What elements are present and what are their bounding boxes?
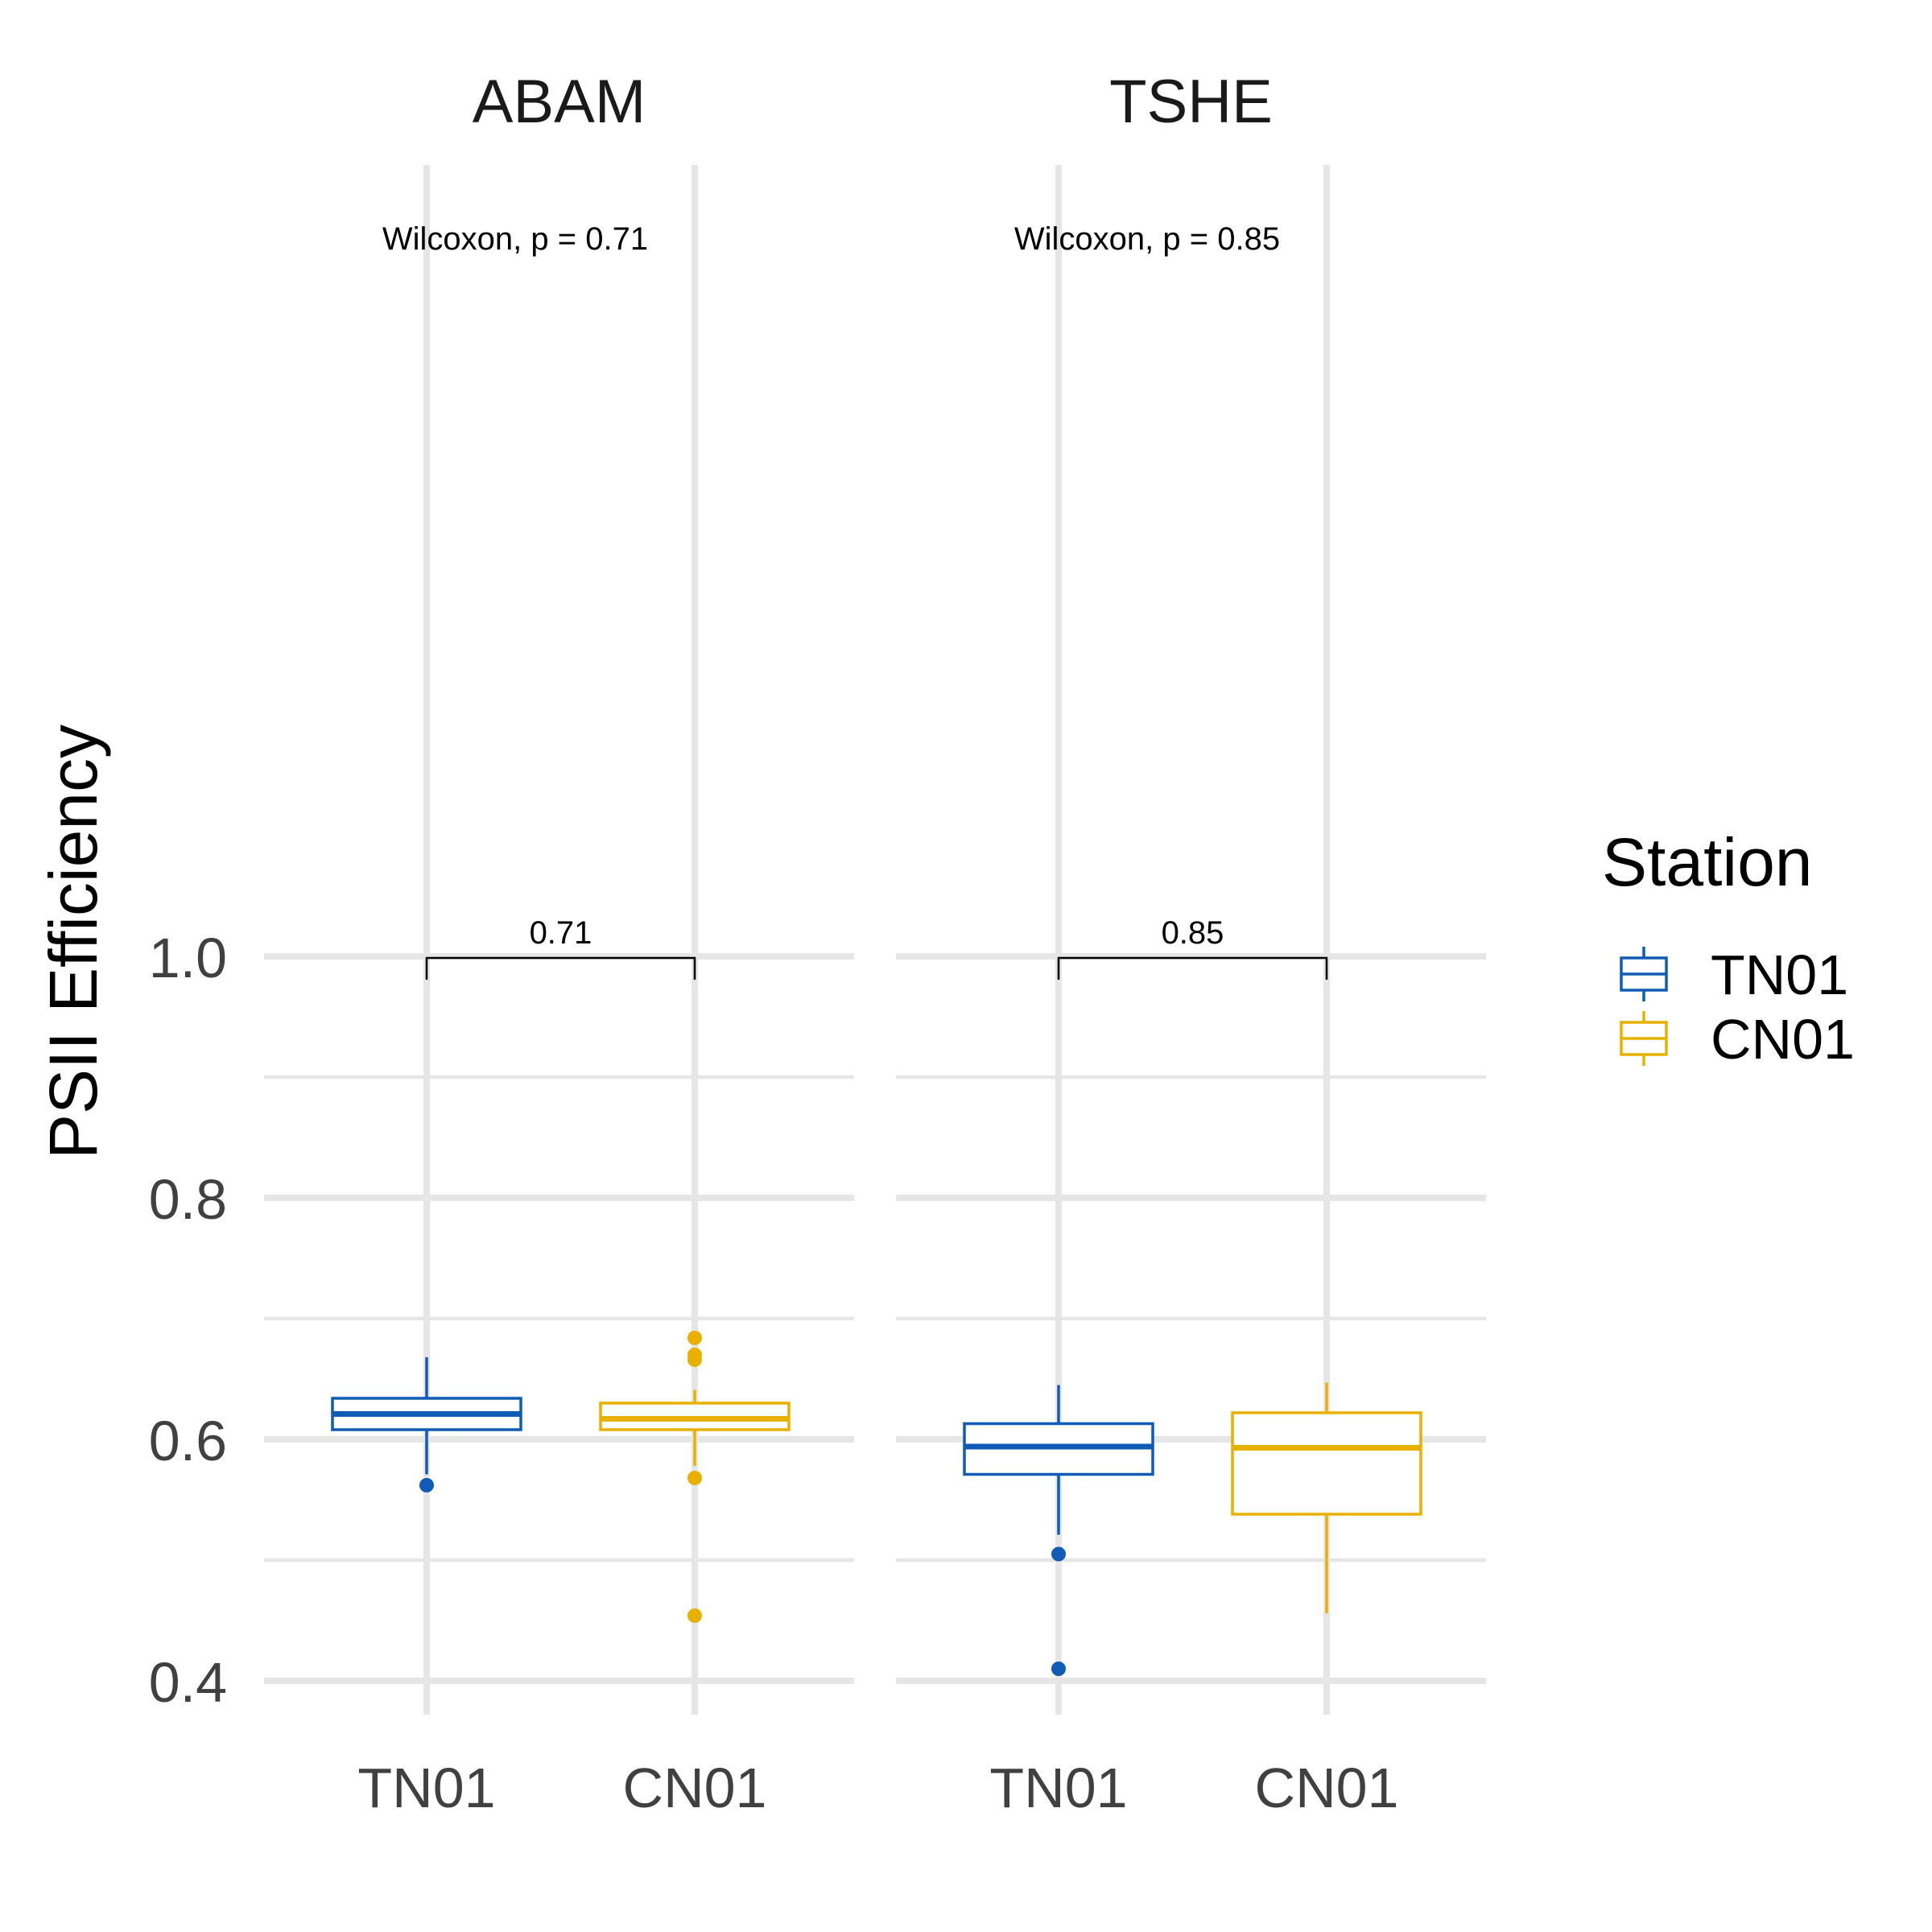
legend-title: Station <box>1602 824 1813 900</box>
x-tick-label: CN01 <box>623 1757 767 1819</box>
legend-key-tn01: TN01 <box>1620 943 1848 1006</box>
panel-tshe: TSHE Wilcoxon, p = 0.85 TN01 CN01 0.85 <box>963 68 1422 1819</box>
bracket-label: 0.85 <box>1162 915 1224 951</box>
comparison-bracket <box>1057 956 1328 980</box>
y-tick-label: 0.8 <box>149 1168 227 1231</box>
bracket-label: 0.71 <box>530 915 592 951</box>
box-tn01 <box>963 1385 1154 1676</box>
axes: 0.4 0.6 0.8 1.0 <box>149 927 227 1714</box>
y-axis-title: PSII Efficiency <box>35 724 111 1159</box>
facet-label: TSHE <box>1109 68 1273 136</box>
box-cn01 <box>1231 1382 1422 1613</box>
x-tick-label: CN01 <box>1255 1757 1399 1819</box>
box-body <box>1231 1411 1422 1516</box>
comparison-bracket <box>425 956 696 980</box>
legend-label: CN01 <box>1711 1008 1855 1071</box>
x-tick-label: TN01 <box>357 1757 495 1819</box>
outlier-point <box>687 1331 702 1345</box>
y-tick-label: 1.0 <box>149 927 227 989</box>
x-tick-label: TN01 <box>989 1757 1127 1819</box>
test-label: Wilcoxon, p = 0.71 <box>382 221 648 257</box>
outlier-point <box>687 1352 702 1367</box>
legend-key-cn01: CN01 <box>1620 1008 1855 1071</box>
outlier-point <box>1051 1546 1066 1562</box>
panel-abam: ABAM Wilcoxon, p = 0.71 TN01 CN01 0.71 <box>331 68 791 1819</box>
panels: ABAM Wilcoxon, p = 0.71 TN01 CN01 0.71 TSHE Wi… <box>331 68 1422 1819</box>
outlier-point <box>419 1478 434 1492</box>
box-tn01 <box>331 1357 522 1492</box>
y-tick-label: 0.6 <box>149 1410 227 1472</box>
legend-label: TN01 <box>1711 943 1848 1006</box>
y-tick-label: 0.4 <box>149 1651 227 1714</box>
box-cn01 <box>599 1331 791 1623</box>
outlier-point <box>687 1471 702 1485</box>
outlier-point <box>687 1608 702 1623</box>
outlier-point <box>1051 1662 1066 1676</box>
test-label: Wilcoxon, p = 0.85 <box>1014 221 1280 257</box>
facet-label: ABAM <box>473 68 646 136</box>
